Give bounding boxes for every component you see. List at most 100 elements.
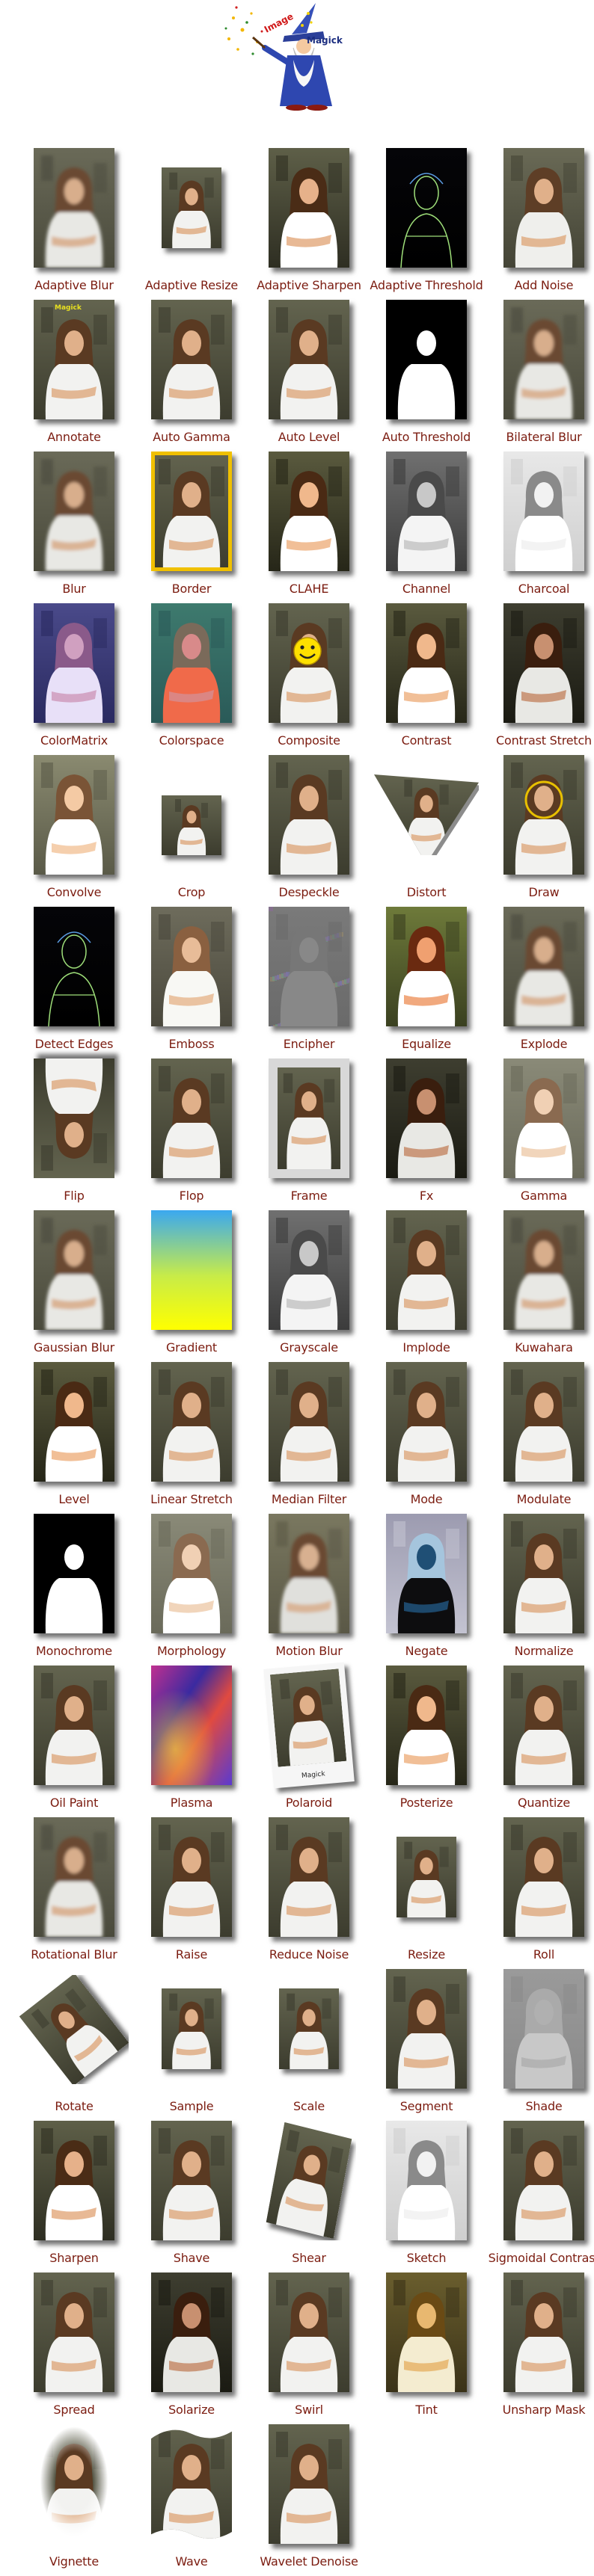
effect-preview-image[interactable] bbox=[396, 1837, 456, 1917]
effect-preview-image[interactable] bbox=[386, 1210, 467, 1330]
effect-preview-image[interactable]: Magick bbox=[263, 1662, 355, 1789]
effect-item-normalize[interactable]: Normalize bbox=[485, 1514, 594, 1666]
effect-label[interactable]: Rotational Blur bbox=[31, 1947, 117, 1962]
effect-item-gamma[interactable]: Gamma bbox=[485, 1059, 594, 1210]
effect-label[interactable]: Solarize bbox=[168, 2403, 215, 2417]
effect-label[interactable]: Gaussian Blur bbox=[33, 1340, 115, 1355]
effect-item-wavelet-denoise[interactable]: Wavelet Denoise bbox=[250, 2424, 368, 2576]
effect-preview-image[interactable] bbox=[269, 2424, 349, 2544]
effect-label[interactable]: Fx bbox=[419, 1189, 434, 1203]
effect-item-fx[interactable]: Fx bbox=[367, 1059, 486, 1210]
effect-item-colormatrix[interactable]: ColorMatrix bbox=[15, 603, 133, 755]
effect-label[interactable]: Add Noise bbox=[514, 278, 574, 292]
effect-item-adaptive-threshold[interactable]: Adaptive Threshold bbox=[367, 148, 486, 300]
effect-label[interactable]: Adaptive Sharpen bbox=[257, 278, 361, 292]
effect-label[interactable]: Shear bbox=[292, 2251, 326, 2265]
effect-item-add-noise[interactable]: Add Noise bbox=[485, 148, 594, 300]
effect-item-border[interactable]: Border bbox=[132, 452, 251, 603]
effect-preview-image[interactable] bbox=[34, 755, 114, 875]
effect-label[interactable]: Sharpen bbox=[49, 2251, 99, 2265]
effect-label[interactable]: Level bbox=[58, 1492, 90, 1506]
effect-label[interactable]: Despeckle bbox=[278, 885, 340, 899]
effect-item-oil-paint[interactable]: Oil Paint bbox=[15, 1666, 133, 1817]
effect-preview-image[interactable] bbox=[503, 2121, 584, 2240]
effect-label[interactable]: Modulate bbox=[516, 1492, 572, 1506]
effect-preview-image[interactable] bbox=[151, 1059, 232, 1178]
effect-item-sample[interactable]: Sample bbox=[132, 1969, 251, 2121]
effect-preview-image[interactable] bbox=[503, 148, 584, 268]
effect-preview-image[interactable] bbox=[269, 300, 349, 419]
effect-preview-image[interactable] bbox=[269, 1210, 349, 1330]
effect-label[interactable]: Posterize bbox=[399, 1796, 453, 1810]
effect-label[interactable]: Plasma bbox=[170, 1796, 213, 1810]
effect-item-wave[interactable]: Wave bbox=[132, 2424, 251, 2576]
effect-preview-image[interactable] bbox=[151, 1514, 232, 1633]
effect-label[interactable]: Charcoal bbox=[518, 582, 570, 596]
effect-label[interactable]: Unsharp Mask bbox=[502, 2403, 586, 2417]
effect-item-median-filter[interactable]: Median Filter bbox=[250, 1362, 368, 1514]
effect-item-convolve[interactable]: Convolve bbox=[15, 755, 133, 907]
effect-item-shear[interactable]: Shear bbox=[250, 2121, 368, 2273]
effect-label[interactable]: Polaroid bbox=[285, 1796, 333, 1810]
effect-item-posterize[interactable]: Posterize bbox=[367, 1666, 486, 1817]
effect-item-resize[interactable]: Resize bbox=[367, 1817, 486, 1969]
effect-label[interactable]: Contrast bbox=[401, 733, 452, 748]
effect-item-level[interactable]: Level bbox=[15, 1362, 133, 1514]
effect-label[interactable]: Crop bbox=[177, 885, 206, 899]
effect-label[interactable]: Adaptive Resize bbox=[144, 278, 239, 292]
effect-preview-image[interactable] bbox=[34, 1059, 114, 1178]
effect-label[interactable]: ColorMatrix bbox=[40, 733, 108, 748]
effect-item-scale[interactable]: Scale bbox=[250, 1969, 368, 2121]
effect-label[interactable]: Flop bbox=[179, 1189, 204, 1203]
effect-item-linear-stretch[interactable]: Linear Stretch bbox=[132, 1362, 251, 1514]
effect-preview-image[interactable] bbox=[34, 452, 114, 571]
effect-label[interactable]: Contrast Stretch bbox=[496, 733, 592, 748]
effect-preview-image[interactable] bbox=[386, 148, 467, 268]
effect-item-negate[interactable]: Negate bbox=[367, 1514, 486, 1666]
effect-preview-image[interactable] bbox=[386, 2273, 467, 2392]
effect-label[interactable]: Shave bbox=[173, 2251, 210, 2265]
effect-label[interactable]: Adaptive Blur bbox=[34, 278, 114, 292]
effect-item-contrast[interactable]: Contrast bbox=[367, 603, 486, 755]
effect-label[interactable]: Resize bbox=[407, 1947, 446, 1962]
effect-preview-image[interactable] bbox=[386, 300, 467, 419]
effect-item-implode[interactable]: Implode bbox=[367, 1210, 486, 1362]
effect-item-monochrome[interactable]: Monochrome bbox=[15, 1514, 133, 1666]
effect-label[interactable]: Reduce Noise bbox=[269, 1947, 349, 1962]
effect-item-rotate[interactable]: Rotate bbox=[15, 1969, 133, 2121]
effect-label[interactable]: Emboss bbox=[168, 1037, 215, 1051]
effect-label[interactable]: Oil Paint bbox=[49, 1796, 99, 1810]
effect-label[interactable]: Colorspace bbox=[159, 733, 224, 748]
effect-preview-image[interactable] bbox=[34, 1514, 114, 1633]
effect-item-shave[interactable]: Shave bbox=[132, 2121, 251, 2273]
effect-label[interactable]: Bilateral Blur bbox=[506, 430, 582, 444]
effect-preview-image[interactable] bbox=[34, 1210, 114, 1330]
effect-preview-image[interactable] bbox=[386, 1059, 467, 1178]
effect-item-auto-level[interactable]: Auto Level bbox=[250, 300, 368, 452]
effect-label[interactable]: Draw bbox=[528, 885, 560, 899]
effect-item-sketch[interactable]: Sketch bbox=[367, 2121, 486, 2273]
effect-label[interactable]: Morphology bbox=[156, 1644, 227, 1658]
effect-preview-image[interactable] bbox=[503, 300, 584, 419]
effect-item-composite[interactable]: Composite bbox=[250, 603, 368, 755]
effect-label[interactable]: Rotate bbox=[55, 2099, 94, 2113]
effect-label[interactable]: Linear Stretch bbox=[150, 1492, 233, 1506]
effect-label[interactable]: Gamma bbox=[520, 1189, 568, 1203]
effect-preview-image[interactable] bbox=[386, 1362, 467, 1482]
effect-label[interactable]: Auto Gamma bbox=[153, 430, 230, 444]
effect-item-crop[interactable]: Crop bbox=[132, 755, 251, 907]
effect-preview-image[interactable] bbox=[151, 300, 232, 419]
effect-preview-image[interactable] bbox=[162, 1988, 221, 2069]
effect-preview-image[interactable] bbox=[162, 167, 221, 248]
effect-label[interactable]: Swirl bbox=[295, 2403, 323, 2417]
effect-preview-image[interactable] bbox=[151, 1817, 232, 1937]
effect-label[interactable]: Kuwahara bbox=[515, 1340, 573, 1355]
effect-preview-image[interactable] bbox=[503, 1362, 584, 1482]
effect-preview-image[interactable] bbox=[34, 2273, 114, 2392]
effect-item-gaussian-blur[interactable]: Gaussian Blur bbox=[15, 1210, 133, 1362]
effect-item-plasma[interactable]: Plasma bbox=[132, 1666, 251, 1817]
effect-item-despeckle[interactable]: Despeckle bbox=[250, 755, 368, 907]
effect-item-blur[interactable]: Blur bbox=[15, 452, 133, 603]
effect-item-roll[interactable]: Roll bbox=[485, 1817, 594, 1969]
effect-item-shade[interactable]: Shade bbox=[485, 1969, 594, 2121]
